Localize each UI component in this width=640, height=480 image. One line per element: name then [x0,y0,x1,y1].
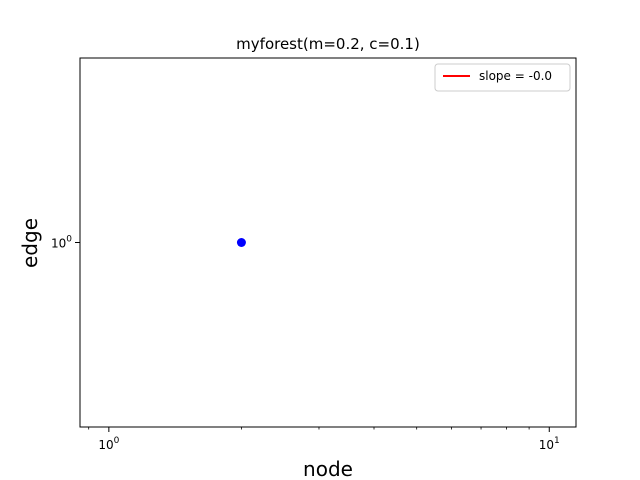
y-axis-label: edge [18,218,42,268]
series-layer [236,238,246,247]
chart-title: myforest(m=0.2, c=0.1) [236,35,420,53]
legend-label: slope = -0.0 [479,69,552,83]
ticks-layer: 100 101 100 [51,235,560,453]
data-point [236,238,246,247]
x-axis-label: node [303,457,353,480]
legend-box [434,63,571,92]
x-tick-label: 100 [98,436,119,452]
plot-frame [79,57,577,428]
x-tick-label: 101 [539,436,560,452]
legend: slope = -0.0 [434,63,571,92]
y-tick-label: 100 [51,235,72,251]
